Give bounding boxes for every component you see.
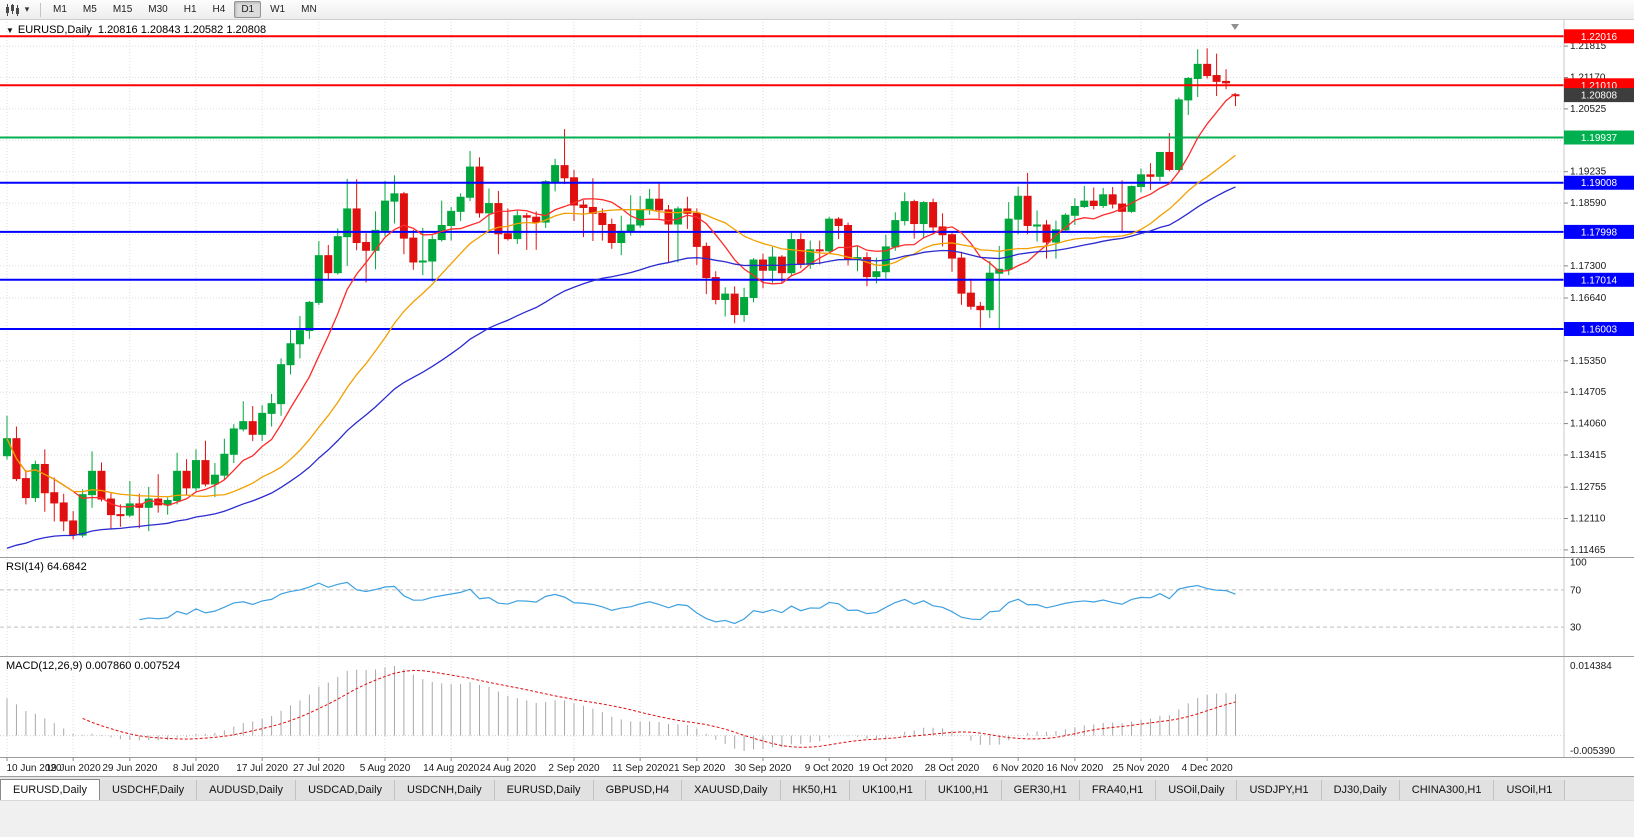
svg-text:8 Jul 2020: 8 Jul 2020 bbox=[173, 763, 220, 774]
svg-text:100: 100 bbox=[1570, 558, 1587, 569]
svg-text:14 Aug 2020: 14 Aug 2020 bbox=[423, 763, 480, 774]
svg-text:1.21010: 1.21010 bbox=[1581, 81, 1618, 92]
svg-text:30 Sep 2020: 30 Sep 2020 bbox=[735, 763, 792, 774]
svg-text:1.16640: 1.16640 bbox=[1570, 293, 1607, 304]
timeframe-buttons: M1 M5 M15 M30 H1 H4 D1 W1 MN bbox=[45, 1, 325, 18]
chart-tab-1[interactable]: USDCHF,Daily bbox=[99, 780, 198, 800]
svg-text:27 Jul 2020: 27 Jul 2020 bbox=[293, 763, 345, 774]
chart-tab-15[interactable]: DJ30,Daily bbox=[1321, 780, 1400, 800]
chart-tab-10[interactable]: UK100,H1 bbox=[925, 780, 1002, 800]
horizontal-lines-layer bbox=[0, 35, 1564, 331]
grid-layer bbox=[0, 22, 1564, 757]
svg-text:24 Aug 2020: 24 Aug 2020 bbox=[480, 763, 537, 774]
chart-tab-2[interactable]: AUDUSD,Daily bbox=[197, 780, 297, 800]
svg-text:10 Jun 2020: 10 Jun 2020 bbox=[6, 763, 61, 774]
chart-background bbox=[0, 20, 1634, 776]
chart-tab-6[interactable]: GBPUSD,H4 bbox=[593, 780, 683, 800]
svg-text:11 Sep 2020: 11 Sep 2020 bbox=[612, 763, 668, 774]
svg-text:1.17998: 1.17998 bbox=[1581, 227, 1618, 238]
timeframe-button-m5[interactable]: M5 bbox=[82, 4, 97, 15]
svg-text:1.19937: 1.19937 bbox=[1581, 133, 1618, 144]
chart-type-dropdown-caret-icon[interactable]: ▾ bbox=[24, 4, 30, 14]
svg-text:30: 30 bbox=[1570, 623, 1582, 634]
chart-tab-8[interactable]: HK50,H1 bbox=[780, 780, 851, 800]
chart-tab-4[interactable]: USDCNH,Daily bbox=[395, 780, 495, 800]
macd-panel-layer: 0.014384 -0.005390 bbox=[0, 661, 1615, 757]
chart-tab-12[interactable]: FRA40,H1 bbox=[1079, 780, 1157, 800]
svg-text:1.17300: 1.17300 bbox=[1570, 261, 1607, 272]
svg-text:1.13415: 1.13415 bbox=[1570, 450, 1607, 461]
timeframe-button-mn[interactable]: MN bbox=[301, 4, 317, 15]
svg-text:21 Sep 2020: 21 Sep 2020 bbox=[668, 763, 725, 774]
timeframe-button-m1[interactable]: M1 bbox=[53, 4, 67, 15]
svg-text:9 Oct 2020: 9 Oct 2020 bbox=[805, 763, 854, 774]
candlestick-glyph bbox=[6, 3, 19, 16]
timeframe-button-h1[interactable]: H1 bbox=[183, 4, 197, 15]
svg-text:1.12110: 1.12110 bbox=[1570, 514, 1606, 525]
svg-text:1.20808: 1.20808 bbox=[1581, 91, 1618, 102]
svg-text:1.14060: 1.14060 bbox=[1570, 419, 1607, 430]
svg-text:29 Jun 2020: 29 Jun 2020 bbox=[102, 763, 157, 774]
svg-text:1.20525: 1.20525 bbox=[1570, 104, 1607, 115]
svg-text:1.22016: 1.22016 bbox=[1581, 32, 1618, 43]
chart-tab-5[interactable]: EURUSD,Daily bbox=[494, 780, 594, 800]
chart-tab-14[interactable]: USDJPY,H1 bbox=[1237, 780, 1322, 800]
top-toolbar: ▾ M1 M5 M15 M30 H1 H4 D1 W1 MN bbox=[0, 0, 1634, 20]
svg-text:1.21815: 1.21815 bbox=[1570, 41, 1607, 52]
timeframe-button-m30[interactable]: M30 bbox=[148, 4, 168, 15]
chart-tab-16[interactable]: CHINA300,H1 bbox=[1399, 780, 1495, 800]
svg-text:16 Nov 2020: 16 Nov 2020 bbox=[1046, 763, 1103, 774]
chart-window: 1.218151.211701.205251.198801.192351.185… bbox=[0, 20, 1634, 776]
svg-text:28 Oct 2020: 28 Oct 2020 bbox=[925, 763, 980, 774]
chart-tab-7[interactable]: XAUUSD,Daily bbox=[682, 780, 781, 800]
rsi-panel-layer: 100 70 30 bbox=[0, 558, 1587, 634]
shift-marker-layer bbox=[1231, 24, 1239, 30]
chart-tab-11[interactable]: GER30,H1 bbox=[1001, 780, 1080, 800]
svg-text:0.014384: 0.014384 bbox=[1570, 661, 1612, 672]
svg-text:1.14705: 1.14705 bbox=[1570, 387, 1607, 398]
chart-tab-9[interactable]: UK100,H1 bbox=[850, 780, 926, 800]
chart-tab-3[interactable]: USDCAD,Daily bbox=[296, 780, 396, 800]
svg-text:1.12755: 1.12755 bbox=[1570, 482, 1607, 493]
svg-text:1.16003: 1.16003 bbox=[1581, 325, 1618, 336]
chart-tab-0[interactable]: EURUSD,Daily bbox=[0, 779, 100, 800]
svg-text:19 Oct 2020: 19 Oct 2020 bbox=[859, 763, 914, 774]
svg-text:2 Sep 2020: 2 Sep 2020 bbox=[548, 763, 600, 774]
timeframe-button-m15[interactable]: M15 bbox=[112, 4, 133, 15]
panel-separators bbox=[0, 557, 1634, 758]
chart-tab-13[interactable]: USOil,Daily bbox=[1156, 780, 1238, 800]
chart-canvas[interactable]: 1.218151.211701.205251.198801.192351.185… bbox=[0, 20, 1634, 776]
chart-tabs-bar: EURUSD,Daily USDCHF,Daily AUDUSD,Daily USDC… bbox=[0, 776, 1634, 800]
svg-text:6 Nov 2020: 6 Nov 2020 bbox=[993, 763, 1045, 774]
svg-text:1.19235: 1.19235 bbox=[1570, 167, 1607, 178]
chart-tab-17[interactable]: USOil,H1 bbox=[1494, 780, 1566, 800]
svg-text:4 Dec 2020: 4 Dec 2020 bbox=[1182, 763, 1234, 774]
timeframe-button-w1[interactable]: W1 bbox=[270, 4, 286, 15]
svg-text:1.19008: 1.19008 bbox=[1581, 178, 1618, 189]
svg-text:-0.005390: -0.005390 bbox=[1570, 746, 1615, 757]
svg-text:1.17014: 1.17014 bbox=[1581, 275, 1618, 286]
svg-text:25 Nov 2020: 25 Nov 2020 bbox=[1113, 763, 1170, 774]
svg-text:1.11465: 1.11465 bbox=[1570, 545, 1606, 556]
svg-text:17 Jul 2020: 17 Jul 2020 bbox=[236, 763, 288, 774]
svg-text:1.18590: 1.18590 bbox=[1570, 198, 1607, 209]
price-label-boxes-layer: 1.22016 1.21010 1.19937 1.19008 1.17998 1.170… bbox=[1564, 29, 1634, 337]
timeframe-button-h4[interactable]: H4 bbox=[212, 4, 226, 15]
svg-text:70: 70 bbox=[1570, 585, 1582, 596]
status-strip bbox=[0, 800, 1634, 837]
toolbar-separator bbox=[40, 2, 41, 17]
svg-text:1.15350: 1.15350 bbox=[1570, 356, 1607, 367]
svg-text:19 Jun 2020: 19 Jun 2020 bbox=[46, 763, 101, 774]
timeframe-button-d1[interactable]: D1 bbox=[234, 1, 262, 18]
moving-averages-layer bbox=[6, 92, 1236, 549]
chart-type-icon[interactable] bbox=[3, 3, 21, 17]
svg-text:5 Aug 2020: 5 Aug 2020 bbox=[360, 763, 411, 774]
svg-text:1.21170: 1.21170 bbox=[1570, 72, 1606, 83]
one-click-trading-collapse-icon[interactable]: ▼ bbox=[6, 26, 14, 35]
